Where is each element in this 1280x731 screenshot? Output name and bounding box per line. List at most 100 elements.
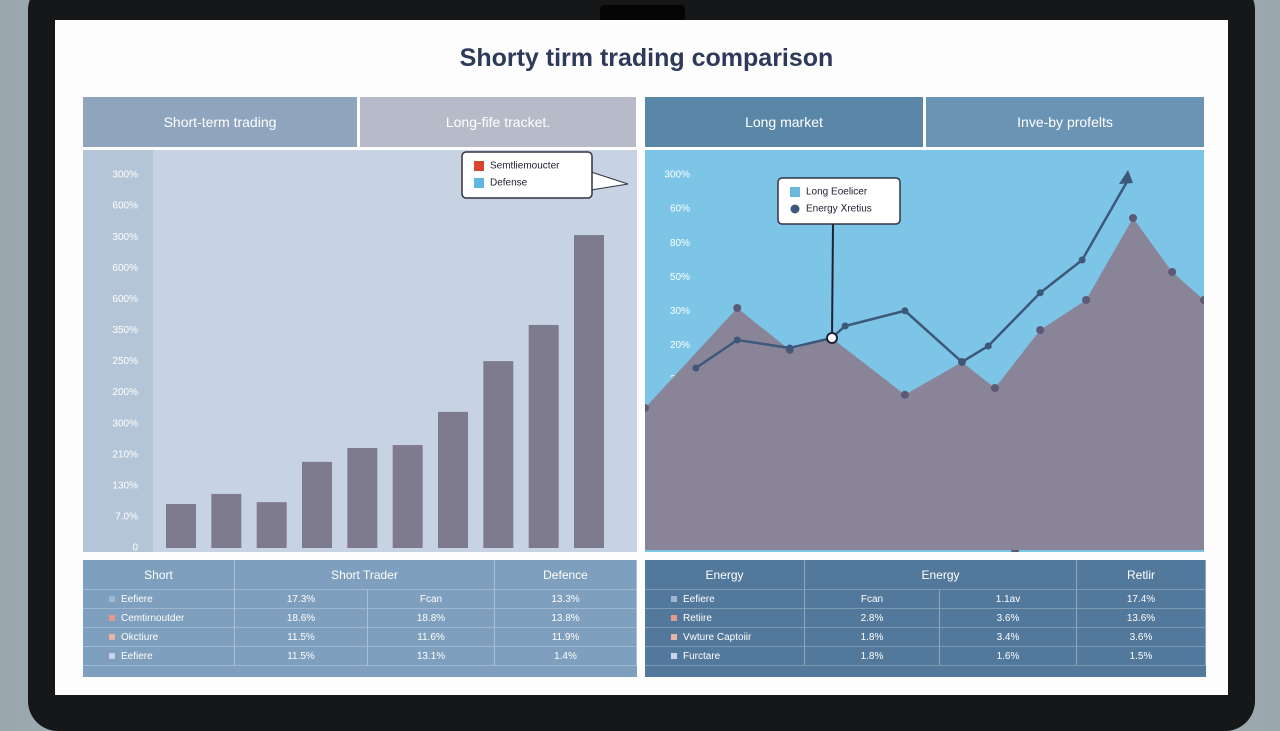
y-label: 600% (112, 294, 138, 305)
bullet (671, 653, 677, 659)
table-cell: 13.6% (1077, 609, 1206, 628)
table-cell: Fcan (805, 590, 940, 609)
bar (166, 503, 196, 548)
table-cell: Vwture Captoiir (645, 628, 805, 647)
y-label: 200% (112, 387, 138, 398)
table-cell: Eefiere (83, 647, 235, 666)
point (1082, 296, 1091, 304)
legend-label: Semtliemoucter (490, 161, 560, 172)
y-label: 0 (132, 543, 138, 552)
table-cell: Fcan (368, 590, 495, 609)
point (990, 384, 999, 392)
table-cell: 13.8% (495, 609, 637, 628)
bar (438, 411, 468, 548)
y-label: 300% (112, 232, 138, 243)
table-cell: 11.5% (235, 647, 368, 666)
legend-swatch (790, 204, 800, 214)
table-cell: 11.9% (495, 628, 637, 647)
legend-swatch (474, 178, 484, 188)
bullet (671, 634, 677, 640)
table-header: Retlir (1077, 560, 1206, 590)
y-label: 130% (112, 480, 138, 491)
table-cell: 3.4% (940, 628, 1077, 647)
table-header: Short (83, 560, 235, 590)
bar (256, 502, 287, 548)
area (645, 218, 1204, 550)
point (1036, 289, 1044, 297)
table-cell: Cemtirnoutder (83, 609, 235, 628)
table-cell: 3.6% (1077, 628, 1206, 647)
table-cell: 11.6% (368, 628, 495, 647)
table-cell: Furctare (645, 647, 805, 666)
line-chart: 300%60%80%50%30%20%30%20%50%30%10%Long E… (645, 150, 1204, 552)
legend-box (461, 151, 593, 199)
y-label: 600% (112, 263, 138, 274)
y-label: 300% (664, 170, 690, 181)
table-cell: 17.3% (235, 590, 368, 609)
table-cell: Eefiere (645, 590, 805, 609)
table-cell: 13.1% (368, 647, 495, 666)
table-header: Defence (495, 560, 637, 590)
legend-box (777, 177, 901, 225)
point (1200, 296, 1204, 304)
legend-label: Energy Ⅹretius (806, 204, 872, 215)
tab[interactable]: Long-fife tracket. (360, 97, 636, 147)
axis-bg (83, 150, 153, 552)
bullet (671, 615, 677, 621)
tab[interactable]: Short-term trading (83, 97, 357, 147)
y-label: 20% (670, 340, 690, 351)
point (958, 358, 966, 366)
point (901, 307, 909, 315)
table-header: Energy (805, 560, 1077, 590)
y-label: 50% (670, 272, 690, 283)
y-label: 250% (112, 356, 138, 367)
bar (528, 324, 559, 548)
table-header: Short Trader (235, 560, 495, 590)
table: Short Short Trader Defence Eefiere 17.3% Fcan… (83, 560, 637, 677)
point (1168, 268, 1177, 276)
bullet (671, 596, 677, 602)
table-cell: 11.5% (235, 628, 368, 647)
bar (574, 235, 604, 548)
y-label: 80% (670, 238, 690, 249)
title: Shorty tirm trading comparison (459, 44, 834, 72)
y-label: 300% (112, 170, 138, 181)
table-cell: 1.1av (940, 590, 1077, 609)
y-label: 600% (112, 201, 138, 212)
table-cell: 1.6% (940, 647, 1077, 666)
table-cell: 1.5% (1077, 647, 1206, 666)
bullet (109, 596, 115, 602)
table-cell: 13.3% (495, 590, 637, 609)
table-cell: 18.8% (368, 609, 495, 628)
tab[interactable]: Long market (645, 97, 923, 147)
point (1078, 256, 1086, 264)
y-label: 30% (670, 306, 690, 317)
table-header: Energy (645, 560, 805, 590)
tab[interactable]: Inve-by profelts (926, 97, 1204, 147)
table-cell: 3.6% (940, 609, 1077, 628)
point (786, 344, 794, 352)
y-label: 300% (112, 418, 138, 429)
table: Energy Energy Retlir Eefiere Fcan 1.1av 17.4% R… (645, 560, 1206, 677)
arrow-head (1118, 170, 1133, 184)
table-cell: Okctiure (83, 628, 235, 647)
legend-swatch (790, 187, 800, 197)
point (733, 336, 741, 344)
bar (347, 448, 378, 548)
table-cell: 1.8% (805, 628, 940, 647)
table-cell: 18.6% (235, 609, 368, 628)
y-label: 350% (112, 325, 138, 336)
bar (302, 461, 332, 548)
point (1036, 326, 1045, 334)
point (841, 322, 849, 330)
bullet (109, 653, 115, 659)
table-cell: 17.4% (1077, 590, 1206, 609)
point (733, 304, 742, 312)
y-label: 210% (112, 449, 138, 460)
legend-label: Defense (490, 178, 528, 189)
point (1129, 214, 1138, 222)
point (692, 364, 700, 372)
bar (392, 445, 423, 548)
bullet (109, 615, 115, 621)
